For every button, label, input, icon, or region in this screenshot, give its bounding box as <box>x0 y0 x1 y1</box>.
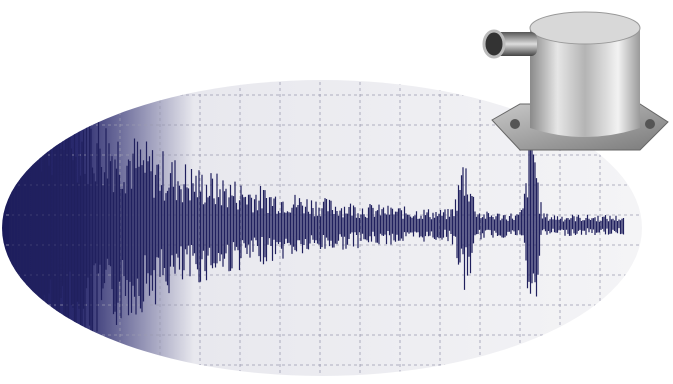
sensor-bolt <box>645 119 655 129</box>
waveform <box>9 80 625 374</box>
sensor <box>482 11 669 151</box>
connector-end <box>482 29 506 59</box>
sensor-bolt <box>510 119 520 129</box>
sensor-top <box>529 11 641 45</box>
sensor-body <box>530 28 640 137</box>
